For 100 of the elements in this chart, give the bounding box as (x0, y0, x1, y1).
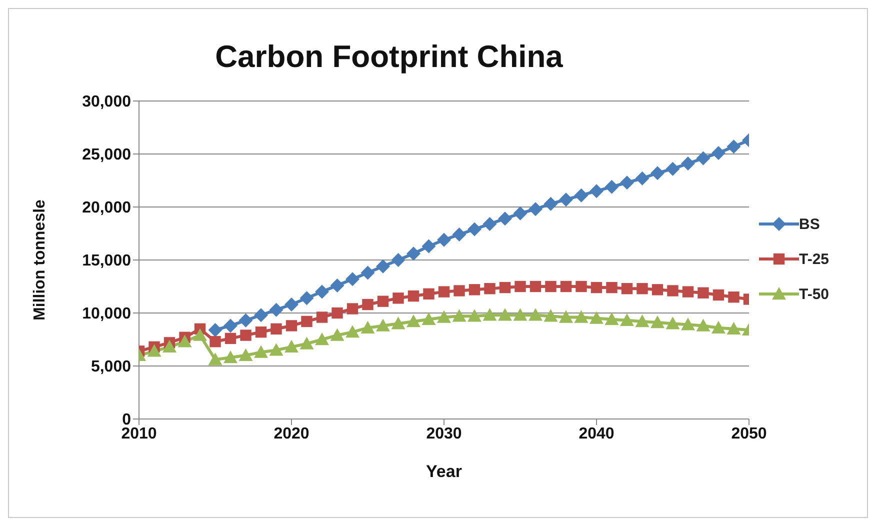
y-tick-label: 25,000 (82, 146, 132, 164)
point (436, 310, 451, 323)
y-axis-title: Million tonnesle (32, 199, 49, 320)
point (467, 222, 482, 236)
point (376, 318, 390, 332)
point (560, 280, 572, 292)
point (408, 290, 420, 302)
point (391, 253, 406, 267)
point (255, 326, 267, 338)
point (636, 283, 648, 294)
point (726, 322, 741, 334)
point (300, 291, 314, 306)
point (482, 308, 497, 321)
y-tick-label: 5,000 (90, 358, 132, 376)
point (589, 311, 604, 324)
point (558, 192, 573, 207)
point (606, 282, 618, 294)
point (604, 312, 619, 325)
point (269, 302, 284, 317)
point (392, 292, 404, 304)
point (346, 303, 358, 314)
point (696, 151, 710, 166)
point (193, 328, 207, 341)
point (590, 282, 602, 294)
point (545, 280, 556, 292)
y-tick-label: 10,000 (82, 306, 132, 323)
point (300, 336, 314, 350)
point (620, 313, 634, 326)
point (406, 314, 420, 328)
point (345, 272, 360, 286)
y-tick-label: 20,000 (82, 200, 132, 217)
point (224, 332, 236, 344)
point (147, 344, 162, 357)
point (422, 239, 436, 254)
point (530, 280, 542, 292)
x-tick-label: 2010 (121, 425, 157, 442)
point (286, 320, 298, 332)
point (210, 336, 221, 348)
point (698, 287, 709, 298)
point (558, 310, 573, 323)
point (422, 312, 436, 325)
point (576, 280, 587, 292)
legend-label: BS (798, 216, 820, 232)
point (360, 266, 375, 280)
point (574, 310, 588, 323)
x-tick-label: 2050 (731, 425, 767, 442)
point (498, 212, 512, 226)
point (330, 328, 344, 341)
point (452, 228, 466, 242)
point (528, 308, 542, 321)
point (589, 184, 604, 198)
point (224, 350, 238, 364)
point (650, 166, 664, 180)
point (499, 282, 511, 294)
x-axis-title: Year (426, 462, 462, 481)
point (240, 330, 252, 341)
point (208, 352, 222, 366)
point (680, 156, 695, 171)
point (696, 318, 710, 332)
point (513, 308, 528, 321)
point (423, 288, 434, 300)
point (513, 206, 528, 220)
point (667, 285, 678, 296)
point (454, 285, 465, 296)
point (666, 162, 680, 176)
point (376, 259, 390, 274)
y-tick-label: 15,000 (82, 252, 132, 270)
point (436, 232, 451, 247)
point (498, 308, 512, 321)
point (680, 318, 695, 330)
point (682, 286, 694, 298)
point (438, 286, 450, 298)
point (544, 309, 558, 322)
point (314, 284, 329, 299)
point (270, 323, 282, 334)
point (650, 316, 664, 328)
point (484, 283, 496, 294)
point (284, 340, 298, 353)
point (711, 146, 726, 160)
point (345, 325, 360, 338)
point (468, 284, 480, 296)
point (314, 332, 329, 346)
point (728, 292, 740, 303)
point (544, 196, 558, 211)
point (482, 216, 497, 231)
legend-label: T-50 (798, 286, 829, 302)
point (301, 316, 312, 328)
point (377, 296, 389, 307)
point (712, 289, 724, 301)
x-tick-label: 2030 (426, 425, 462, 442)
point (360, 320, 375, 334)
point (514, 280, 526, 292)
point (391, 316, 406, 330)
point (254, 345, 268, 358)
point (362, 298, 374, 310)
point (574, 188, 588, 202)
point (332, 307, 343, 319)
point (330, 278, 344, 292)
x-tick-label: 2020 (274, 425, 310, 442)
point (666, 316, 680, 330)
